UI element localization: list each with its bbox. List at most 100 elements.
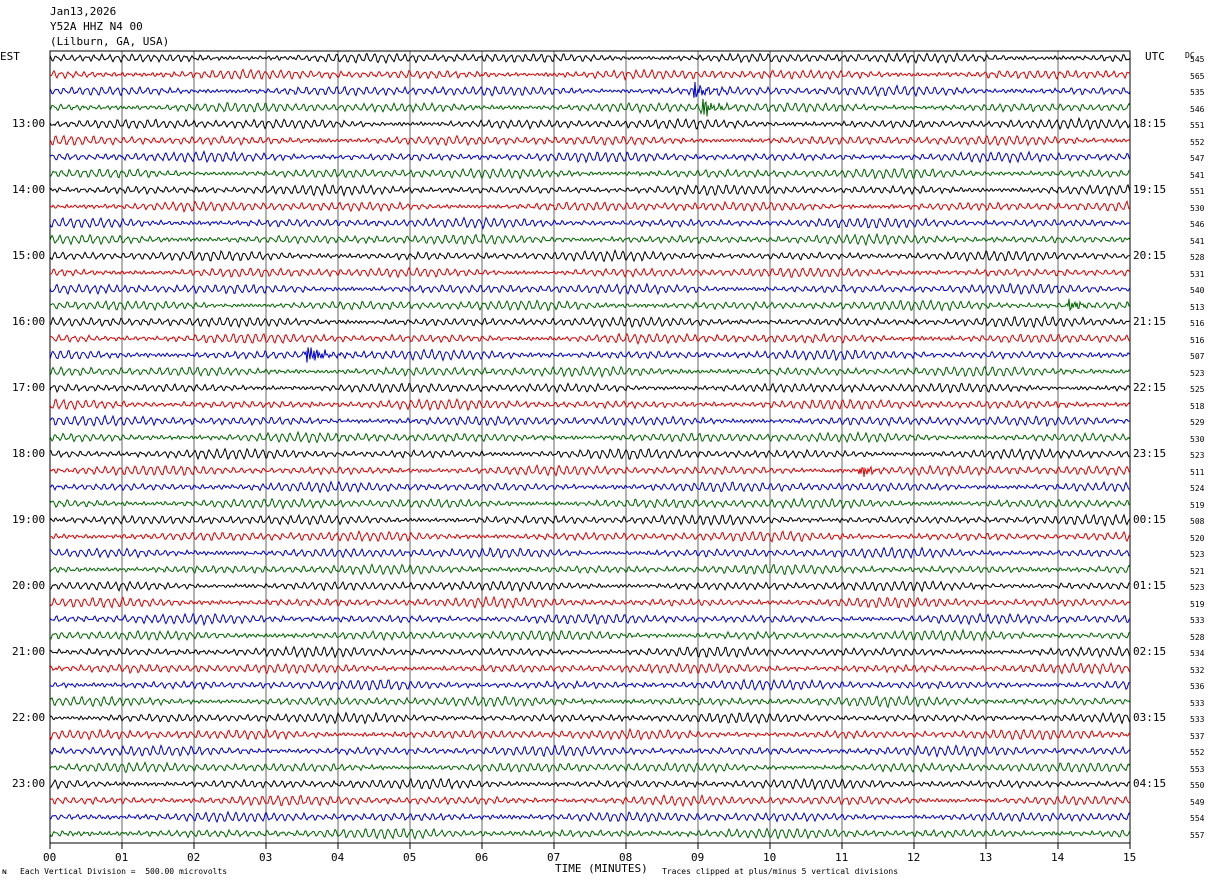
left-hour-label: 19:00 bbox=[12, 513, 46, 526]
dc-offset-label: 540 bbox=[1190, 286, 1205, 295]
x-tick-label: 11 bbox=[835, 851, 849, 864]
dc-offset-label: 530 bbox=[1190, 434, 1205, 444]
x-tick-label: 05 bbox=[403, 851, 417, 864]
dc-offset-header: DC bbox=[1185, 51, 1195, 60]
dc-offset-label: 536 bbox=[1190, 682, 1205, 691]
trace-line bbox=[49, 52, 1131, 65]
trace-line bbox=[49, 216, 1131, 230]
x-tick-label: 03 bbox=[259, 851, 273, 864]
x-tick-label: 15 bbox=[1123, 851, 1137, 864]
trace-line bbox=[49, 98, 1131, 117]
trace-line bbox=[49, 397, 1131, 412]
trace-line bbox=[49, 827, 1131, 840]
dc-offset-label: 518 bbox=[1190, 401, 1205, 411]
dc-offset-label: 533 bbox=[1190, 616, 1205, 625]
trace-line bbox=[49, 595, 1131, 610]
dc-offset-label: 523 bbox=[1190, 368, 1205, 378]
dc-offset-label: 534 bbox=[1190, 649, 1205, 658]
dc-offset-label: 552 bbox=[1190, 748, 1205, 757]
trace-line bbox=[49, 167, 1131, 180]
left-hour-label: 17:00 bbox=[12, 381, 46, 394]
dc-offset-label: 523 bbox=[1190, 583, 1205, 592]
trace-line bbox=[49, 382, 1131, 394]
dc-offset-label: 519 bbox=[1190, 500, 1205, 510]
right-hour-label: 18:15 bbox=[1133, 117, 1167, 130]
trace-line bbox=[49, 414, 1131, 428]
trace-line bbox=[49, 365, 1131, 379]
station-location: (Lilburn, GA, USA) bbox=[50, 35, 170, 48]
trace-line bbox=[49, 497, 1131, 510]
dc-offset-label: 523 bbox=[1190, 550, 1205, 559]
dc-offset-label: 507 bbox=[1190, 352, 1205, 361]
trace-line bbox=[49, 612, 1131, 627]
trace-line bbox=[49, 563, 1131, 576]
dc-offset-label: 535 bbox=[1190, 88, 1205, 97]
dc-offset-label: 552 bbox=[1190, 137, 1205, 147]
dc-offset-label: 541 bbox=[1190, 236, 1205, 246]
trace-line bbox=[49, 513, 1131, 527]
trace-line bbox=[49, 249, 1131, 263]
trace-line bbox=[49, 134, 1131, 147]
x-tick-label: 09 bbox=[691, 851, 705, 864]
dc-offset-label: 528 bbox=[1190, 632, 1205, 642]
x-tick-label: 08 bbox=[619, 851, 633, 864]
trace-line bbox=[49, 727, 1131, 741]
dc-offset-label: 545 bbox=[1190, 55, 1205, 64]
right-hour-label: 20:15 bbox=[1133, 249, 1167, 262]
dc-offset-label: 547 bbox=[1190, 154, 1205, 163]
dc-offset-label: 525 bbox=[1190, 385, 1205, 394]
trace-line bbox=[49, 711, 1131, 725]
dc-offset-label: 530 bbox=[1190, 203, 1205, 213]
x-tick-label: 14 bbox=[1051, 851, 1065, 864]
x-tick-label: 13 bbox=[979, 851, 993, 864]
footer-mark: ɴ bbox=[2, 867, 7, 876]
dc-offset-label: 549 bbox=[1190, 797, 1205, 807]
trace-line bbox=[49, 628, 1131, 642]
dc-offset-label: 532 bbox=[1190, 665, 1205, 675]
right-timezone-label: UTC bbox=[1145, 50, 1165, 63]
left-hour-label: 18:00 bbox=[12, 447, 46, 460]
dc-offset-label: 508 bbox=[1190, 517, 1205, 526]
dc-offset-label: 520 bbox=[1190, 533, 1205, 543]
dc-offset-label: 554 bbox=[1190, 814, 1205, 823]
dc-offset-label: 513 bbox=[1190, 302, 1205, 312]
trace-line bbox=[49, 282, 1131, 296]
right-hour-label: 03:15 bbox=[1133, 711, 1167, 724]
clipping-note: Traces clipped at plus/minus 5 vertical … bbox=[662, 867, 899, 876]
dc-offset-label: 553 bbox=[1190, 764, 1205, 774]
trace-line bbox=[49, 580, 1131, 593]
trace-line bbox=[49, 149, 1131, 165]
trace-line bbox=[49, 200, 1131, 213]
trace-line bbox=[49, 678, 1131, 691]
trace-line bbox=[49, 266, 1131, 279]
right-hour-label: 04:15 bbox=[1133, 777, 1167, 790]
right-hour-label: 19:15 bbox=[1133, 183, 1167, 196]
trace-line bbox=[49, 332, 1131, 346]
trace-line bbox=[49, 761, 1131, 774]
trace-line bbox=[49, 645, 1131, 659]
dc-offset-label: 529 bbox=[1190, 418, 1205, 427]
right-hour-label: 22:15 bbox=[1133, 381, 1167, 394]
dc-offset-label: 511 bbox=[1190, 467, 1205, 477]
right-hour-label: 00:15 bbox=[1133, 513, 1167, 526]
dc-offset-label: 557 bbox=[1190, 830, 1205, 840]
x-tick-label: 00 bbox=[43, 851, 57, 864]
trace-line bbox=[49, 430, 1131, 444]
left-hour-label: 13:00 bbox=[12, 117, 46, 130]
left-hour-label: 14:00 bbox=[12, 183, 46, 196]
plot-frame bbox=[49, 50, 1131, 844]
trace-line bbox=[49, 529, 1131, 543]
trace-line bbox=[49, 298, 1131, 312]
dc-offset-label: 541 bbox=[1190, 170, 1205, 180]
dc-offset-label: 537 bbox=[1190, 731, 1205, 741]
trace-line bbox=[49, 662, 1131, 675]
x-tick-label: 10 bbox=[763, 851, 777, 864]
right-hour-label: 02:15 bbox=[1133, 645, 1167, 658]
dc-offset-label: 523 bbox=[1190, 451, 1205, 460]
trace-line bbox=[49, 68, 1131, 81]
right-hour-label: 01:15 bbox=[1133, 579, 1167, 592]
x-tick-label: 04 bbox=[331, 851, 345, 864]
left-timezone-label: EST bbox=[0, 50, 20, 63]
trace-line bbox=[49, 777, 1131, 791]
